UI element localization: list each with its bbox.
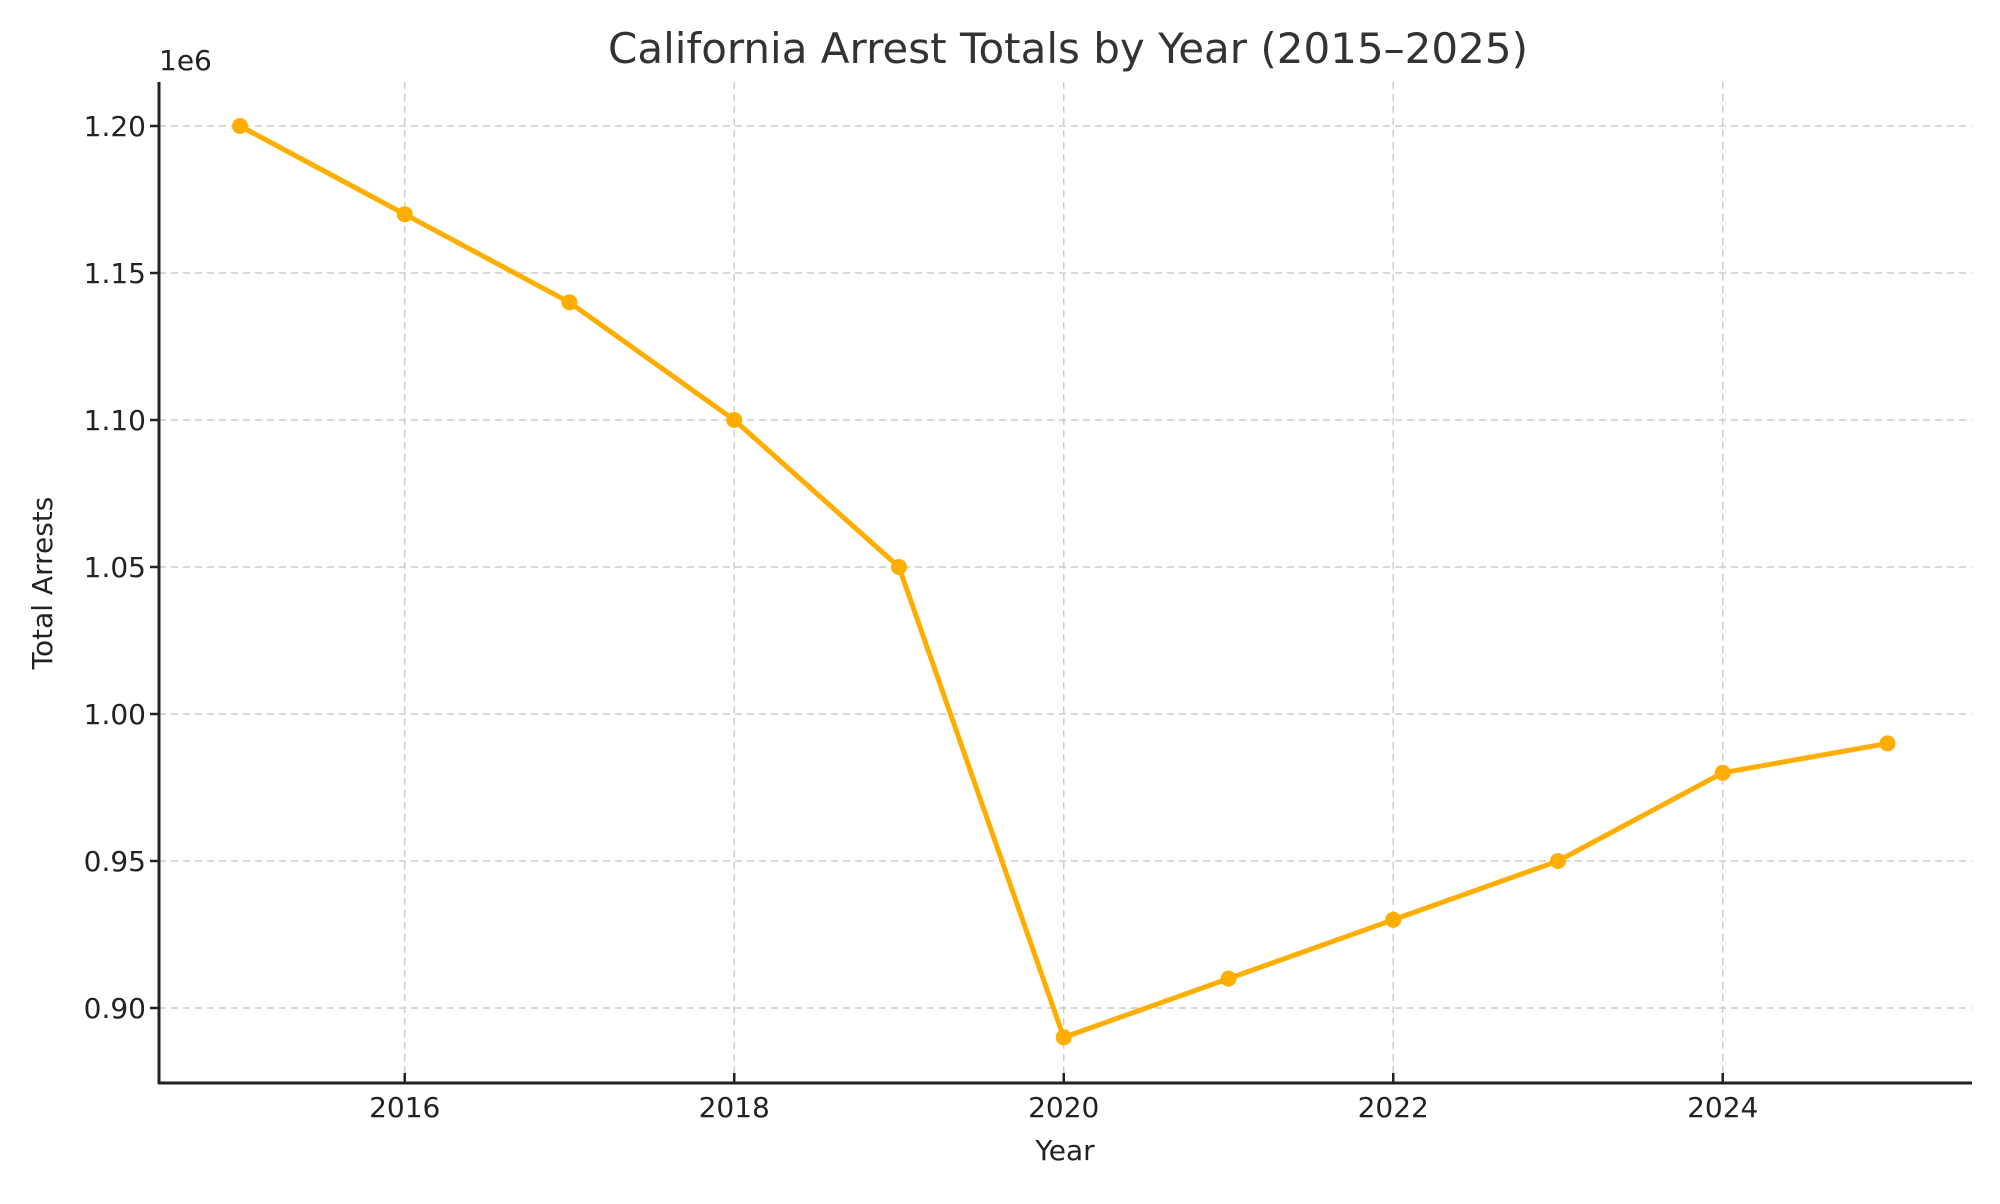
y-tick-label: 0.90 <box>84 992 146 1025</box>
data-point-marker <box>396 206 413 223</box>
y-axis-label: Total Arrests <box>26 497 59 671</box>
y-tick-label: 1.10 <box>84 404 146 437</box>
y-tick-label: 1.20 <box>84 110 146 143</box>
grid-lines <box>159 82 1972 1083</box>
y-axis-ticks: 0.90 0.95 1.00 1.05 1.10 1.15 1.20 <box>84 110 159 1025</box>
data-point-marker <box>561 294 578 311</box>
y-tick-label: 1.15 <box>84 257 146 290</box>
data-point-marker <box>891 559 907 575</box>
data-point-marker <box>1220 970 1237 987</box>
y-tick-label: 0.95 <box>84 845 146 878</box>
data-series <box>232 118 1896 1046</box>
y-tick-label: 1.05 <box>84 551 146 584</box>
data-point-marker <box>1385 911 1402 928</box>
chart-title: California Arrest Totals by Year (2015–2… <box>608 24 1528 73</box>
data-point-marker <box>1055 1029 1072 1046</box>
data-point-marker <box>232 118 248 134</box>
x-axis-ticks: 2016 2018 2020 2022 2024 <box>369 1073 1758 1124</box>
data-point-marker <box>1550 853 1566 869</box>
x-tick-label: 2018 <box>699 1091 770 1124</box>
x-axis-label: Year <box>1034 1134 1095 1167</box>
x-tick-label: 2022 <box>1358 1091 1429 1124</box>
y-tick-label: 1.00 <box>84 698 146 731</box>
x-tick-label: 2024 <box>1687 1091 1758 1124</box>
data-point-marker <box>1714 764 1731 781</box>
axes <box>157 82 1972 1085</box>
y-axis-offset-label: 1e6 <box>159 44 212 77</box>
x-tick-label: 2016 <box>369 1091 440 1124</box>
data-point-marker <box>1879 735 1896 752</box>
data-point-marker <box>726 412 743 428</box>
x-tick-label: 2020 <box>1028 1091 1099 1124</box>
